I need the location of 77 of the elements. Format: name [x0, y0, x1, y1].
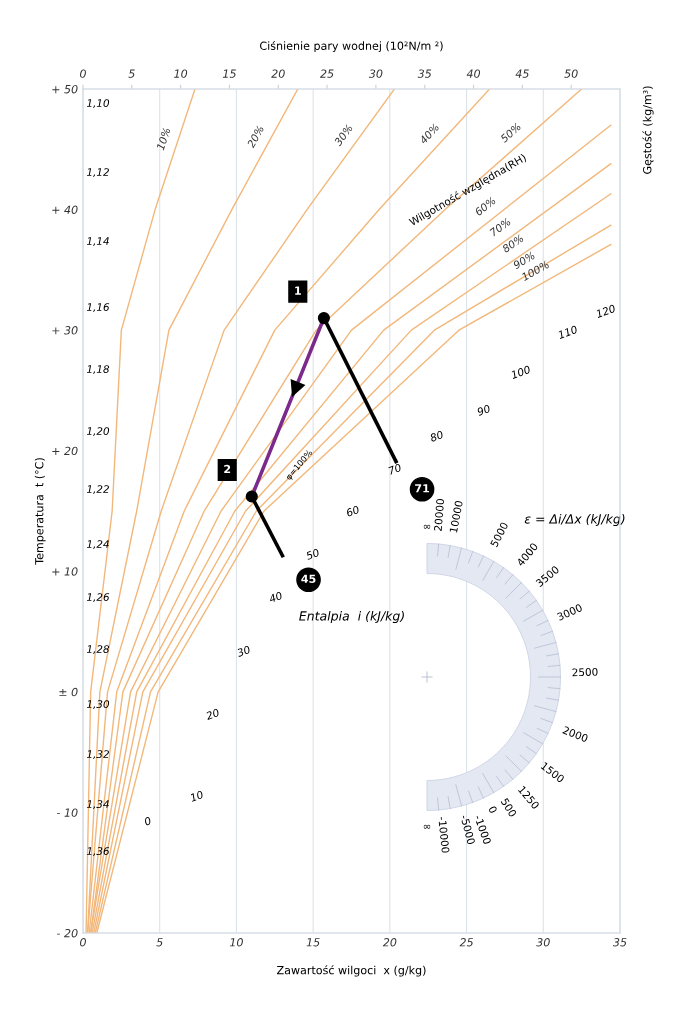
annotation: -5000: [460, 814, 476, 845]
annotation: 120: [595, 304, 616, 319]
annotation: 60: [345, 505, 360, 517]
x-tick-label: 20: [382, 938, 397, 947]
x2-tick-label: 25: [320, 69, 334, 78]
x-tick-label: 30: [536, 938, 550, 947]
annotation: 1,10: [86, 99, 110, 109]
y-tick-label: + 50: [52, 84, 78, 94]
y-tick-label: - 10: [56, 808, 78, 817]
annotation: 110: [557, 325, 578, 340]
annotation: -10000: [438, 816, 450, 853]
annotation: 80: [429, 430, 444, 442]
annotation: 2000: [562, 725, 589, 743]
annotation: 10: [189, 790, 204, 802]
x-axis-title: Zawartość wilgoci x (g/kg): [277, 965, 426, 977]
text: 10%: [156, 127, 171, 151]
annotation: 10000: [449, 500, 463, 533]
y-tick-label: - 20: [56, 928, 78, 938]
x2-tick-label: 35: [417, 69, 432, 78]
annotation: 71: [415, 484, 430, 493]
y-tick-label: + 40: [52, 205, 78, 214]
annotation: 1,30: [86, 700, 110, 710]
annotation: 0: [143, 816, 152, 826]
annotation: 45: [301, 574, 316, 583]
x-tick-label: 25: [459, 938, 474, 947]
annotation: 0: [488, 805, 498, 814]
annotation: 1,32: [86, 750, 109, 760]
x-tick-label: 10: [229, 938, 243, 947]
annotation: 3000: [556, 603, 583, 621]
annotation: Entalpia i (kJ/kg): [299, 610, 404, 624]
annotation: -1000: [474, 814, 492, 845]
x2-tick-label: 30: [368, 69, 383, 78]
annotation: 1,12: [86, 168, 109, 178]
annotation: 50: [305, 548, 320, 561]
x2-tick-label: 40: [466, 69, 481, 78]
annotation: 90: [476, 404, 491, 416]
annotation: 1,16: [86, 303, 110, 313]
annotation: 100: [510, 365, 531, 380]
x2-tick-label: 10: [174, 69, 188, 78]
annotation: 1,20: [86, 427, 110, 437]
x2-tick-label: 15: [222, 69, 236, 78]
annotation: 20000: [433, 498, 445, 531]
x-tick-label: 5: [156, 938, 163, 947]
y-tick-label: + 30: [52, 326, 78, 335]
annotation: 1,28: [86, 645, 110, 655]
text: Gęstość (kg/m³): [642, 86, 654, 174]
annotation: 1,18: [86, 365, 110, 375]
x2-tick-label: 0: [80, 69, 86, 78]
annotation: 2500: [572, 667, 598, 677]
annotation: 1,14: [86, 237, 109, 247]
y-axis-title: Temperatura t (°C): [34, 458, 46, 565]
annotation: ∞: [423, 524, 431, 529]
annotation: ε = Δi/Δx (kJ/kg): [524, 513, 625, 527]
y-tick-label: + 20: [52, 446, 78, 456]
text: 20%: [246, 125, 265, 149]
annotation: 1,34: [86, 800, 109, 810]
annotation: ∞: [423, 824, 431, 829]
x2-tick-label: 5: [128, 69, 135, 78]
annotation: 1,36: [86, 847, 110, 857]
annotation: 20: [205, 708, 220, 721]
x2-tick-label: 20: [271, 69, 285, 78]
x-tick-label: 15: [306, 938, 320, 947]
annotation: 1: [295, 286, 301, 295]
annotation: 30: [236, 645, 251, 658]
x-tick-label: 35: [612, 938, 627, 947]
x2-axis-title: Ciśnienie pary wodnej (10²N/m ²): [260, 40, 443, 53]
x2-tick-label: 45: [515, 69, 529, 78]
x-tick-label: 0: [80, 938, 86, 947]
y-tick-label: + 10: [52, 567, 78, 576]
y-tick-label: ± 0: [59, 687, 78, 697]
annotation: 2: [224, 464, 231, 474]
x2-tick-label: 50: [564, 69, 578, 78]
annotation: 70: [388, 463, 402, 475]
annotation: 1,22: [86, 485, 109, 495]
annotation: 1,26: [86, 593, 110, 603]
annotation: 40: [268, 591, 283, 604]
annotation: 1,24: [86, 540, 109, 550]
